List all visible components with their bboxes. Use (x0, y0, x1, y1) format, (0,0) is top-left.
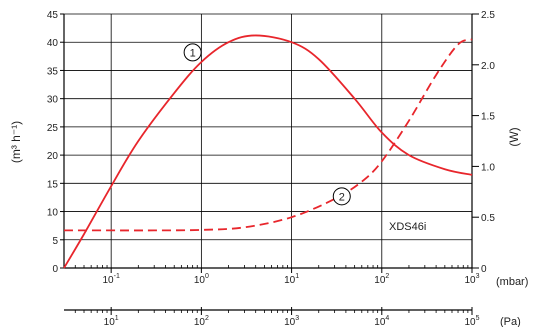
right-tick-label: 2.0 (481, 61, 495, 72)
pa-tick-label: 104 (374, 315, 389, 327)
axes: 0 5 10 15 20 25 30 35 40 45 0 0.5 1.0 1.5 2.0 2.5 10-1 10… (47, 10, 495, 327)
mbar-tick-label: 102 (374, 273, 389, 286)
right-tick-label: 0.5 (481, 213, 495, 224)
curve-label-text: 2 (339, 191, 345, 203)
left-tick-label: 10 (47, 208, 59, 219)
right-tick-label: 1.0 (481, 162, 495, 173)
mbar-tick-label: 10-1 (102, 273, 119, 286)
pa-tick-label: 103 (284, 315, 299, 327)
x-axis-unit-pa: (Pa) (500, 316, 521, 327)
pa-tick-label: 102 (194, 315, 209, 327)
left-tick-label: 20 (47, 151, 59, 162)
y-axis-right-label: (W) (507, 127, 521, 146)
grid (64, 13, 472, 268)
series-line-2 (63, 38, 473, 232)
left-tick-label: 35 (47, 66, 59, 77)
curve-label-circle (332, 187, 351, 206)
mbar-tick-label: 103 (464, 273, 479, 286)
labels-group: 12 (183, 43, 351, 206)
mbar-tick-label: 101 (284, 273, 299, 286)
left-tick-label: 15 (47, 179, 59, 190)
model-annotation: XDS46i (389, 221, 426, 233)
x-axis-unit-mbar: (mbar) (496, 276, 528, 288)
pa-tick-label: 101 (104, 315, 119, 327)
curve-label-text: 1 (190, 47, 196, 59)
curve-label-circle (183, 43, 202, 62)
left-tick-label: 25 (47, 123, 59, 134)
mbar-tick-label: 100 (194, 273, 209, 286)
left-tick-label: 40 (47, 38, 59, 49)
series-group (63, 34, 473, 269)
right-tick-label: 2.5 (481, 10, 495, 21)
left-tick-label: 5 (52, 236, 58, 247)
left-tick-label: 45 (47, 10, 59, 21)
right-tick-label: 1.5 (481, 112, 495, 123)
right-tick-label: 0 (481, 264, 487, 275)
y-axis-left-label: (m³ h⁻¹) (9, 121, 23, 163)
left-tick-label: 30 (47, 95, 59, 106)
left-tick-label: 0 (52, 264, 58, 275)
pa-tick-label: 105 (464, 315, 479, 327)
series-line-1 (63, 34, 473, 269)
